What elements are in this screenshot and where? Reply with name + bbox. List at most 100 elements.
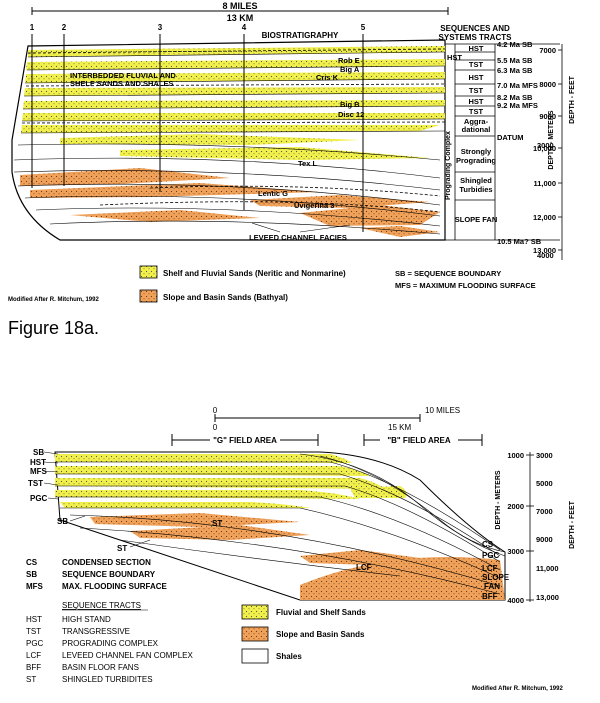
tract-prograding-1: Strongly <box>461 147 492 156</box>
scale-bar-a: 8 MILES 13 KM <box>31 1 449 23</box>
legend-swatch-orange-b <box>241 626 269 642</box>
depth-ft-tick-b: 11,000 <box>536 564 559 573</box>
st-label-inner: ST <box>212 519 222 528</box>
orange-sand-lens <box>300 205 440 226</box>
depth-axis-a <box>558 44 563 260</box>
sb-label: 9.2 Ma MFS <box>497 101 538 110</box>
depth-m-tick-b: 1000 <box>507 451 524 460</box>
right-label-cs: CS <box>482 540 494 549</box>
sb-label: 6.3 Ma SB <box>497 66 533 75</box>
tract-label: HST <box>447 53 462 62</box>
depth-m-tick: 3000 <box>537 141 554 150</box>
tract-code: HST <box>26 615 42 624</box>
tract-aggradational-1: Aggra- <box>464 117 489 126</box>
tract-label: HST <box>469 44 484 53</box>
interbedded-label-2: SHELF SANDS AND SHALES <box>70 79 173 88</box>
abbreviations: CS CONDENSED SECTION SB SEQUENCE BOUNDAR… <box>26 558 168 591</box>
legend-white-label-b: Shales <box>276 652 302 661</box>
scale-miles-label: 8 MILES <box>222 1 257 11</box>
tracts-column <box>445 43 560 241</box>
interbedded-label-1: INTERBEDDED FLUVIAL AND <box>70 71 176 80</box>
yellow-sand-band <box>350 486 407 498</box>
left-label-tst: TST <box>28 479 43 488</box>
credit-b: Modified After R. Mitchum, 1992 <box>472 686 563 692</box>
depth-ft-tick: 13,000 <box>533 246 556 255</box>
leveed-channel-label: LEVEED CHANNEL FACIES <box>249 233 347 242</box>
marker-big-a: Big A <box>340 65 360 74</box>
legend-yellow-label-b: Fluvial and Shelf Sands <box>276 608 366 617</box>
figure-b: 0 10 MILES 0 15 KM "G" FIELD AREA "B" FI… <box>26 406 576 692</box>
marker-cris-k: Cris K <box>316 73 339 82</box>
tract-label: HST <box>469 73 484 82</box>
mfs-definition: MFS = MAXIMUM FLOODING SURFACE <box>395 281 536 290</box>
sb-label: 5.5 Ma SB <box>497 56 533 65</box>
yellow-sand-band <box>120 147 430 160</box>
depth-ft-tick: 11,000 <box>533 179 556 188</box>
figure-a: 8 MILES 13 KM 1 2 3 4 5 <box>8 1 576 303</box>
tract-shingled-1: Shingled <box>460 176 492 185</box>
abbrev-code: CS <box>26 558 38 567</box>
abbrev-code: MFS <box>26 582 44 591</box>
yellow-sand-band <box>22 113 445 121</box>
right-label-slope: SLOPE <box>482 573 510 582</box>
tract-code: BFF <box>26 663 41 672</box>
right-label-bff: BFF <box>482 592 498 601</box>
yellow-sand-band <box>21 125 440 133</box>
depth-ft-tick-b: 13,000 <box>536 593 559 602</box>
biostratigraphy-title: BIOSTRATIGRAPHY <box>262 31 339 40</box>
left-label-sb: SB <box>33 448 44 457</box>
scale-km-label: 13 KM <box>227 13 254 23</box>
tract-prograding-2: Prograding <box>456 156 496 165</box>
yellow-sand-band <box>28 46 445 57</box>
depth-m-label-b: DEPTH - METERS <box>495 470 502 529</box>
abbrev-text: MAX. FLOODING SURFACE <box>62 582 168 591</box>
depth-ft-tick-b: 9000 <box>536 535 553 544</box>
tract-text: SHINGLED TURBIDITES <box>62 675 153 684</box>
sequence-tracts-list: SEQUENCE TRACTS HST HIGH STAND TST TRANS… <box>26 601 194 684</box>
depth-ft-tick: 8000 <box>539 80 556 89</box>
depth-m-tick-b: 3000 <box>507 547 524 556</box>
figure-caption: Figure 18a. <box>8 318 100 338</box>
abbrev-text: CONDENSED SECTION <box>62 558 151 567</box>
tract-code: PGC <box>26 639 44 648</box>
tract-label: TST <box>469 107 484 116</box>
orange-sand-lens <box>250 195 430 208</box>
depth-axis-b <box>526 452 534 602</box>
scale-km-0: 0 <box>213 423 218 432</box>
depth-m-tick: 4000 <box>537 251 554 260</box>
tract-code: ST <box>26 675 36 684</box>
sb-label: DATUM <box>497 133 524 142</box>
marker-tex-l: Tex L <box>298 159 317 168</box>
cross-section-b <box>54 451 506 601</box>
legend-swatch-yellow <box>139 265 158 279</box>
credit-a: Modified After R. Mitchum, 1992 <box>8 297 99 303</box>
sequences-header-2: SYSTEMS TRACTS <box>439 33 513 42</box>
well-numbers: 1 2 3 4 5 <box>30 23 366 32</box>
tract-label: HST <box>469 97 484 106</box>
legend-a: Shelf and Fluvial Sands (Neritic and Non… <box>8 265 536 303</box>
depth-m-tick-b: 2000 <box>507 502 524 511</box>
scale-miles-10: 10 MILES <box>425 406 460 415</box>
orange-sand-lens <box>360 226 440 237</box>
tracts-title: SEQUENCE TRACTS <box>62 601 141 610</box>
well-number: 3 <box>158 23 163 32</box>
orange-fan-body <box>300 557 505 600</box>
sequences-header-1: SEQUENCES AND <box>440 24 510 33</box>
marker-disc-12: Disc 12 <box>338 110 364 119</box>
tract-text: BASIN FLOOR FANS <box>62 663 139 672</box>
depth-ft-tick: 9000 <box>539 112 556 121</box>
tract-text: HIGH STAND <box>62 615 111 624</box>
sb-label: 7.0 Ma MFS <box>497 81 538 90</box>
orange-sand-lens <box>90 513 300 527</box>
left-label-hst: HST <box>30 458 46 467</box>
abbrev-code: SB <box>26 570 37 579</box>
scale-miles-0: 0 <box>213 406 218 415</box>
orange-sand-lens <box>20 168 230 186</box>
sb-label: 8.2 Ma SB <box>497 93 533 102</box>
well-number: 5 <box>361 23 366 32</box>
yellow-sand-band <box>26 59 445 70</box>
depth-m-label: DEPTH - METERS <box>548 110 555 169</box>
well-number: 2 <box>62 23 67 32</box>
depth-ft-tick: 10,000 <box>533 144 556 153</box>
